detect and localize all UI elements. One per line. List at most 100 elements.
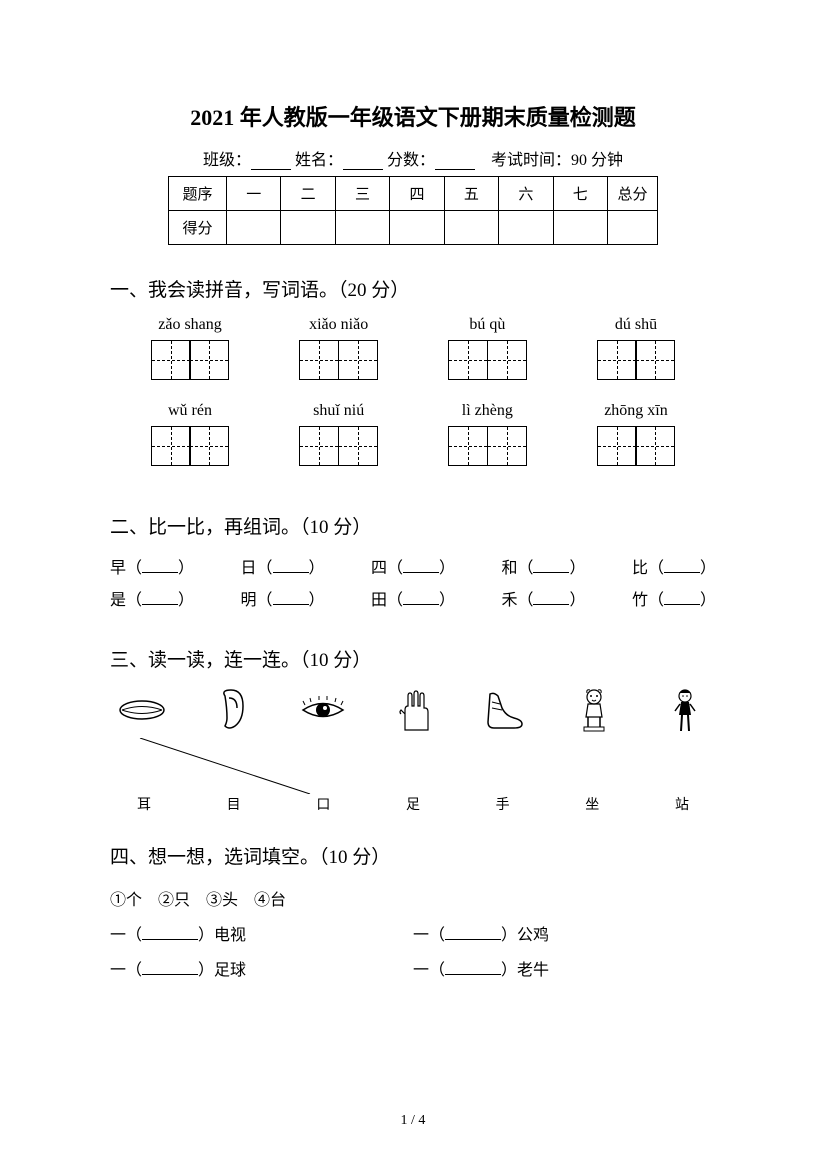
pinyin-label: zǎo shang xyxy=(120,316,260,334)
compare-item: 和（） xyxy=(501,553,585,585)
fill-item: 一（）老牛 xyxy=(413,953,716,988)
score-cell[interactable] xyxy=(553,211,607,245)
compare-item: 比（） xyxy=(632,553,716,585)
fill-item: 一（）电视 xyxy=(110,918,413,953)
answer-blank[interactable] xyxy=(445,961,501,975)
compare-item: 四（） xyxy=(371,553,455,585)
col: 三 xyxy=(335,177,389,211)
match-word: 目 xyxy=(214,794,254,814)
score-cell[interactable] xyxy=(390,211,444,245)
tianzige[interactable] xyxy=(417,340,557,380)
score-label: 分数： xyxy=(387,152,435,169)
score-cell[interactable] xyxy=(227,211,281,245)
compare-item: 日（） xyxy=(240,553,324,585)
pinyin-label: lì zhèng xyxy=(417,402,557,420)
score-cell[interactable] xyxy=(335,211,389,245)
compare-row: 是（） 明（） 田（） 禾（） 竹（） xyxy=(110,585,716,617)
tianzige[interactable] xyxy=(269,340,409,380)
tianzige[interactable] xyxy=(120,340,260,380)
class-blank[interactable] xyxy=(251,154,291,170)
col: 五 xyxy=(444,177,498,211)
section4-title: 四、想一想，选词填空。（10 分） xyxy=(110,842,716,869)
pinyin-label: zhōng xīn xyxy=(566,402,706,420)
answer-blank[interactable] xyxy=(142,591,178,605)
name-blank[interactable] xyxy=(343,154,383,170)
tianzige[interactable] xyxy=(566,340,706,380)
col: 总分 xyxy=(608,177,658,211)
name-label: 姓名： xyxy=(295,152,343,169)
girl-sitting-icon xyxy=(567,686,622,734)
pinyin-item: zhōng xīn xyxy=(566,402,706,484)
answer-blank[interactable] xyxy=(445,926,501,940)
match-word: 耳 xyxy=(124,794,164,814)
answer-blank[interactable] xyxy=(533,591,569,605)
answer-blank[interactable] xyxy=(403,591,439,605)
match-images xyxy=(110,686,716,734)
pinyin-item: lì zhèng xyxy=(417,402,557,484)
page-title: 2021 年人教版一年级语文下册期末质量检测题 xyxy=(110,100,716,132)
tianzige[interactable] xyxy=(566,426,706,466)
pinyin-item: bú qù xyxy=(417,316,557,398)
pinyin-label: wǔ rén xyxy=(120,402,260,420)
compare-row: 早（） 日（） 四（） 和（） 比（） xyxy=(110,553,716,585)
pinyin-item: shuǐ niú xyxy=(269,402,409,484)
answer-blank[interactable] xyxy=(403,559,439,573)
compare-item: 田（） xyxy=(371,585,455,617)
boy-standing-icon xyxy=(657,686,712,734)
answer-blank[interactable] xyxy=(533,559,569,573)
match-word: 口 xyxy=(303,794,343,814)
score-cell[interactable] xyxy=(608,211,658,245)
class-label: 班级： xyxy=(203,152,251,169)
table-row: 得分 xyxy=(169,211,658,245)
tianzige[interactable] xyxy=(269,426,409,466)
compare-item: 竹（） xyxy=(632,585,716,617)
pinyin-item: dú shū xyxy=(566,316,706,398)
answer-blank[interactable] xyxy=(142,559,178,573)
table-row: 题序 一 二 三 四 五 六 七 总分 xyxy=(169,177,658,211)
pinyin-label: dú shū xyxy=(566,316,706,334)
compare-item: 禾（） xyxy=(501,585,585,617)
match-word: 手 xyxy=(483,794,523,814)
pinyin-label: xiǎo niǎo xyxy=(269,316,409,334)
eye-icon xyxy=(295,686,350,734)
tianzige[interactable] xyxy=(417,426,557,466)
pinyin-item: zǎo shang xyxy=(120,316,260,398)
col: 四 xyxy=(390,177,444,211)
compare-item: 早（） xyxy=(110,553,194,585)
match-line-area[interactable] xyxy=(110,738,716,794)
options-line: ①个 ②只 ③头 ④台 xyxy=(110,883,716,918)
fill-item: 一（）公鸡 xyxy=(413,918,716,953)
score-cell[interactable] xyxy=(444,211,498,245)
tianzige[interactable] xyxy=(120,426,260,466)
answer-blank[interactable] xyxy=(142,926,198,940)
col: 七 xyxy=(553,177,607,211)
foot-icon xyxy=(476,686,531,734)
match-word: 足 xyxy=(393,794,433,814)
match-word: 坐 xyxy=(572,794,612,814)
mouth-icon xyxy=(114,686,169,734)
answer-blank[interactable] xyxy=(142,961,198,975)
header-label: 题序 xyxy=(169,177,227,211)
score-cell[interactable] xyxy=(281,211,335,245)
answer-blank[interactable] xyxy=(664,591,700,605)
section3-title: 三、读一读，连一连。（10 分） xyxy=(110,645,716,672)
pinyin-item: wǔ rén xyxy=(120,402,260,484)
match-words: 耳 目 口 足 手 坐 站 xyxy=(110,794,716,814)
pinyin-item: xiǎo niǎo xyxy=(269,316,409,398)
info-line: 班级： 姓名： 分数： 考试时间：90 分钟 xyxy=(110,146,716,170)
hand-icon xyxy=(386,686,441,734)
page-number: 1 / 4 xyxy=(0,1113,826,1129)
fill-row: 一（）足球 一（）老牛 xyxy=(110,953,716,988)
score-cell[interactable] xyxy=(499,211,553,245)
answer-blank[interactable] xyxy=(273,559,309,573)
compare-item: 是（） xyxy=(110,585,194,617)
col: 二 xyxy=(281,177,335,211)
answer-blank[interactable] xyxy=(664,559,700,573)
col: 六 xyxy=(499,177,553,211)
section2-title: 二、比一比，再组词。（10 分） xyxy=(110,512,716,539)
score-table: 题序 一 二 三 四 五 六 七 总分 得分 xyxy=(168,176,658,245)
score-blank[interactable] xyxy=(435,154,475,170)
ear-icon xyxy=(205,686,260,734)
col: 一 xyxy=(227,177,281,211)
answer-blank[interactable] xyxy=(273,591,309,605)
